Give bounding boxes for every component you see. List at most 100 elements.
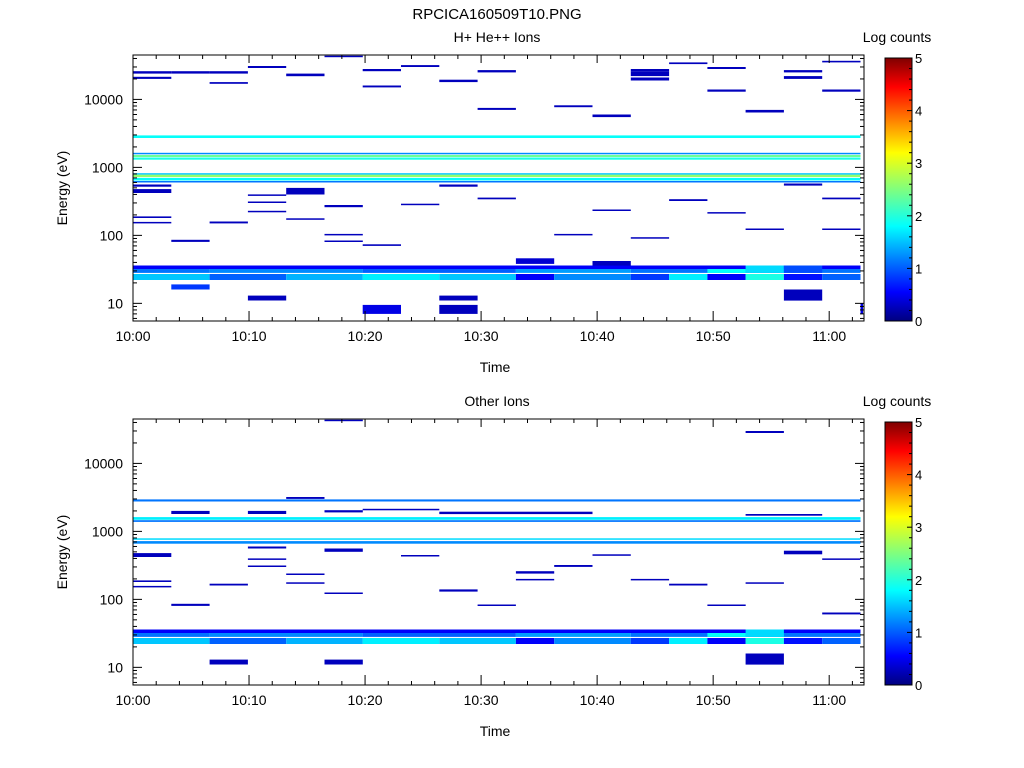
heatmap-cell xyxy=(554,274,631,280)
heatmap-cell xyxy=(745,653,784,665)
heatmap-cell xyxy=(362,69,401,72)
colorbar-tick-label: 0 xyxy=(915,678,922,693)
x-axis-label: Time xyxy=(480,359,511,375)
heatmap-cell xyxy=(324,55,363,58)
heatmap-cell xyxy=(247,546,287,549)
heatmap-cell xyxy=(324,233,363,236)
heatmap-cell xyxy=(630,578,670,581)
heatmap-cell xyxy=(554,105,593,108)
colorbar-tick-label: 5 xyxy=(915,51,922,66)
heatmap-cell xyxy=(745,582,784,584)
heatmap-cell xyxy=(362,85,401,88)
heatmap-cell xyxy=(707,269,746,273)
heatmap-cell xyxy=(362,638,440,644)
heatmap-cell xyxy=(477,107,516,110)
heatmap-cell xyxy=(439,304,478,314)
heatmap-cell xyxy=(783,183,823,186)
heatmap-cell xyxy=(362,508,440,511)
x-tick-label: 10:00 xyxy=(115,692,150,708)
y-tick-label: 10 xyxy=(107,295,123,311)
heatmap-cell xyxy=(362,244,401,246)
heatmap-cell xyxy=(286,187,325,195)
heatmap-cell xyxy=(209,274,287,280)
heatmap-cell xyxy=(133,629,861,633)
x-tick-label: 10:30 xyxy=(464,328,499,344)
heatmap-cell xyxy=(133,189,172,193)
heatmap-cell xyxy=(707,274,746,280)
heatmap-cell xyxy=(133,541,861,544)
heatmap-cell xyxy=(324,205,363,208)
heatmap-cell xyxy=(592,114,631,118)
heatmap-cell xyxy=(286,497,325,499)
heatmap-cell xyxy=(439,295,478,301)
heatmap-cell xyxy=(515,633,631,637)
y-tick-label: 1000 xyxy=(92,523,123,539)
plot-frame xyxy=(132,418,865,686)
heatmap-cell xyxy=(324,548,363,552)
heatmap-cell xyxy=(822,60,861,63)
heatmap-cell xyxy=(439,274,516,280)
heatmap-cell xyxy=(133,269,210,273)
heatmap-cell xyxy=(324,419,363,422)
heatmap-cell xyxy=(707,638,746,644)
heatmap-cell xyxy=(133,517,861,520)
y-tick-label: 10000 xyxy=(84,91,123,107)
heatmap-cell xyxy=(745,629,784,637)
heatmap-cell xyxy=(515,571,555,574)
colorbar-tick-label: 1 xyxy=(915,625,922,640)
heatmap-cell xyxy=(783,550,823,555)
heatmap-cell xyxy=(133,499,861,502)
x-tick-label: 10:50 xyxy=(696,692,731,708)
x-tick-label: 10:40 xyxy=(580,692,615,708)
heatmap-cell xyxy=(247,66,287,68)
y-tick-label: 100 xyxy=(100,227,124,243)
heatmap-cell xyxy=(209,269,363,273)
heatmap-cell xyxy=(133,216,172,218)
heatmap-cell xyxy=(439,184,478,187)
heatmap-cell xyxy=(362,304,401,314)
heatmap-cells xyxy=(133,419,861,665)
heatmap-cell xyxy=(286,638,363,644)
heatmap-cell xyxy=(515,578,555,581)
plot-frame xyxy=(132,54,865,322)
heatmap-cell xyxy=(822,89,861,92)
heatmap-cell xyxy=(133,152,861,155)
colorbar-tick-label: 3 xyxy=(915,156,922,171)
panel-h-he-ions: H+ He++ Ions 10:00 10:10 10:20 10:30 10:40 10:… xyxy=(54,29,931,375)
y-axis-label: Energy (eV) xyxy=(54,151,70,226)
heatmap-cell xyxy=(707,212,746,214)
heatmap-cell xyxy=(745,638,784,644)
heatmap-cell xyxy=(247,510,287,514)
colorbar-tick-label: 2 xyxy=(915,209,922,224)
heatmap-cell xyxy=(362,633,516,637)
heatmap-cell xyxy=(324,659,363,665)
heatmap-cell xyxy=(401,555,440,557)
y-tick-label: 10000 xyxy=(84,455,123,471)
heatmap-cell xyxy=(171,510,210,514)
heatmap-cell xyxy=(171,239,210,242)
heatmap-cell xyxy=(133,177,861,181)
colorbar-tick-label: 4 xyxy=(915,468,922,483)
heatmap-cell xyxy=(286,73,325,77)
heatmap-cell xyxy=(745,274,784,280)
colorbar-tick-label: 5 xyxy=(915,415,922,430)
heatmap-cell xyxy=(133,76,172,79)
heatmap-cell xyxy=(247,565,287,567)
heatmap-cell xyxy=(286,582,325,584)
colorbar-tick-label: 1 xyxy=(915,261,922,276)
heatmap-cell xyxy=(554,565,593,567)
heatmap-cell xyxy=(515,638,555,644)
x-tick-label: 10:30 xyxy=(464,692,499,708)
heatmap-cell xyxy=(247,201,287,203)
y-tick-label: 100 xyxy=(100,591,124,607)
heatmap-cell xyxy=(439,79,478,83)
y-axis-label: Energy (eV) xyxy=(54,515,70,590)
heatmap-cell xyxy=(745,109,784,113)
heatmap-cell xyxy=(247,210,287,213)
heatmap-cell xyxy=(630,237,670,239)
heatmap-cell xyxy=(133,553,172,557)
heatmap-cell xyxy=(515,274,555,280)
heatmap-cell xyxy=(669,274,708,280)
panel-title: H+ He++ Ions xyxy=(454,29,541,45)
heatmap-cell xyxy=(822,638,861,644)
